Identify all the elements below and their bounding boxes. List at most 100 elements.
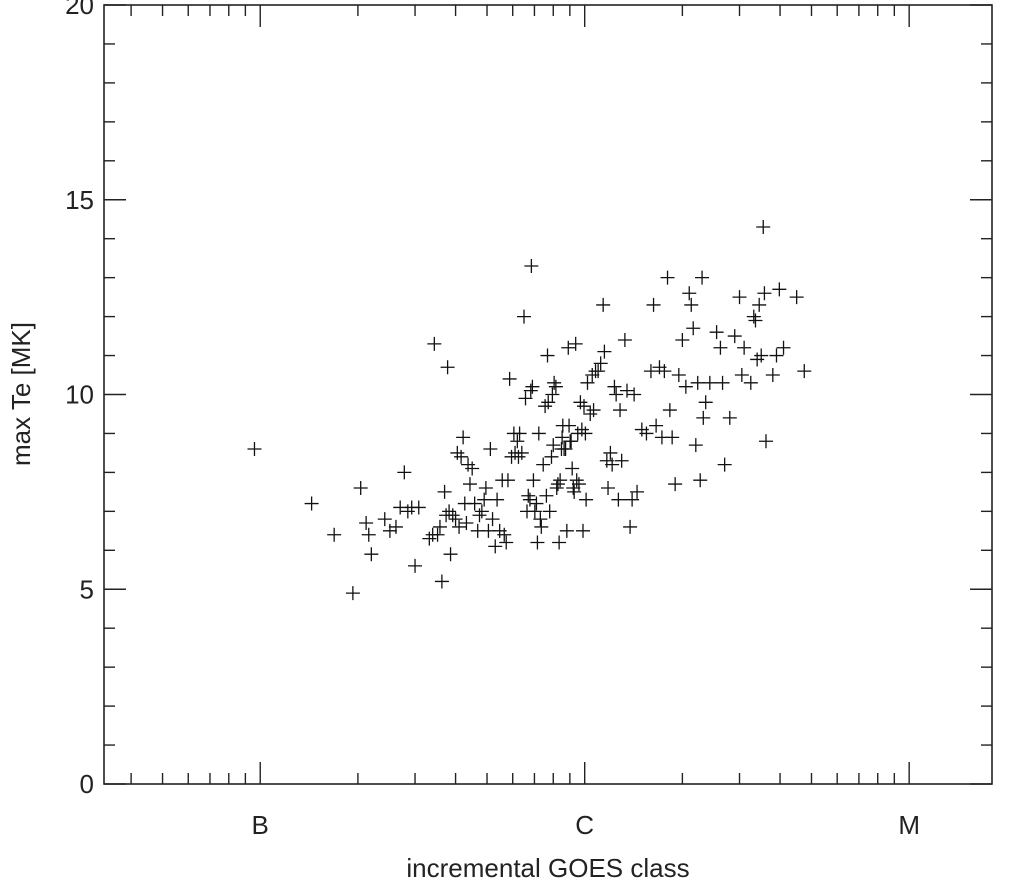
data-point	[553, 473, 568, 488]
data-point	[757, 286, 772, 301]
data-point	[586, 403, 601, 418]
data-point	[442, 504, 457, 519]
y-tick-label: 0	[80, 769, 94, 799]
data-point	[521, 488, 536, 503]
data-point	[580, 375, 595, 390]
data-point	[552, 535, 567, 550]
data-point	[568, 336, 583, 351]
data-point	[696, 410, 711, 425]
data-point	[578, 426, 593, 441]
data-point	[678, 379, 693, 394]
data-point	[743, 375, 758, 390]
data-point	[686, 321, 701, 336]
data-point	[536, 457, 551, 472]
data-point	[643, 364, 658, 379]
data-point	[454, 449, 469, 464]
data-point	[540, 348, 555, 363]
data-point	[639, 426, 654, 441]
data-point	[546, 438, 561, 453]
data-point	[607, 379, 622, 394]
data-point	[603, 445, 618, 460]
data-point	[474, 504, 489, 519]
data-point	[452, 519, 467, 534]
data-point	[675, 332, 690, 347]
data-point	[754, 348, 769, 363]
data-point	[514, 445, 529, 460]
data-point	[583, 406, 598, 421]
data-point	[549, 480, 564, 495]
data-point	[614, 453, 629, 468]
data-point	[605, 457, 620, 472]
data-point	[427, 336, 442, 351]
data-point	[609, 387, 624, 402]
data-point	[359, 516, 374, 531]
data-point	[555, 430, 570, 445]
y-tick-label: 20	[65, 0, 94, 20]
data-point	[591, 364, 606, 379]
data-point	[623, 519, 638, 534]
data-point	[461, 457, 476, 472]
data-point	[657, 364, 672, 379]
data-point	[565, 461, 580, 476]
y-tick-label: 10	[65, 380, 94, 410]
data-point	[579, 492, 594, 507]
data-point	[434, 574, 449, 589]
data-point	[353, 480, 368, 495]
data-point	[527, 504, 542, 519]
data-point	[545, 387, 560, 402]
data-point	[752, 297, 767, 312]
data-point	[702, 375, 717, 390]
data-point	[593, 356, 608, 371]
data-point	[542, 504, 557, 519]
data-point	[561, 340, 576, 355]
x-tick-label: B	[252, 810, 269, 840]
data-point	[472, 508, 487, 523]
data-point	[361, 527, 376, 542]
data-point	[758, 434, 773, 449]
data-point	[462, 477, 477, 492]
data-point	[597, 344, 612, 359]
data-point	[646, 297, 661, 312]
data-point	[734, 368, 749, 383]
data-point	[541, 395, 556, 410]
data-point	[585, 368, 600, 383]
data-point	[662, 403, 677, 418]
data-point	[456, 430, 471, 445]
data-point	[789, 290, 804, 305]
data-point	[516, 309, 531, 324]
data-point	[304, 496, 319, 511]
data-point	[769, 348, 784, 363]
data-point	[459, 516, 474, 531]
data-point	[488, 539, 503, 554]
data-point	[722, 410, 737, 425]
data-point	[727, 329, 742, 344]
data-point	[411, 500, 426, 515]
data-point	[525, 379, 540, 394]
data-point	[526, 473, 541, 488]
data-point	[693, 473, 708, 488]
data-point	[450, 445, 465, 460]
data-point	[518, 391, 533, 406]
data-point	[531, 426, 546, 441]
data-point	[695, 270, 710, 285]
data-point	[684, 297, 699, 312]
data-point	[573, 395, 588, 410]
x-axis-title: incremental GOES class	[406, 853, 689, 883]
y-tick-label: 15	[65, 185, 94, 215]
data-point	[538, 399, 553, 414]
data-point	[478, 480, 493, 495]
data-point	[776, 340, 791, 355]
data-point	[377, 512, 392, 527]
data-point	[408, 558, 423, 573]
plot-frame	[103, 4, 993, 785]
data-point	[698, 395, 713, 410]
data-point	[625, 492, 640, 507]
data-point	[737, 340, 752, 355]
data-point	[422, 531, 437, 546]
data-point	[750, 352, 765, 367]
data-point	[483, 442, 498, 457]
data-point	[510, 434, 525, 449]
data-point	[715, 375, 730, 390]
data-point	[448, 512, 463, 527]
data-point	[660, 270, 675, 285]
